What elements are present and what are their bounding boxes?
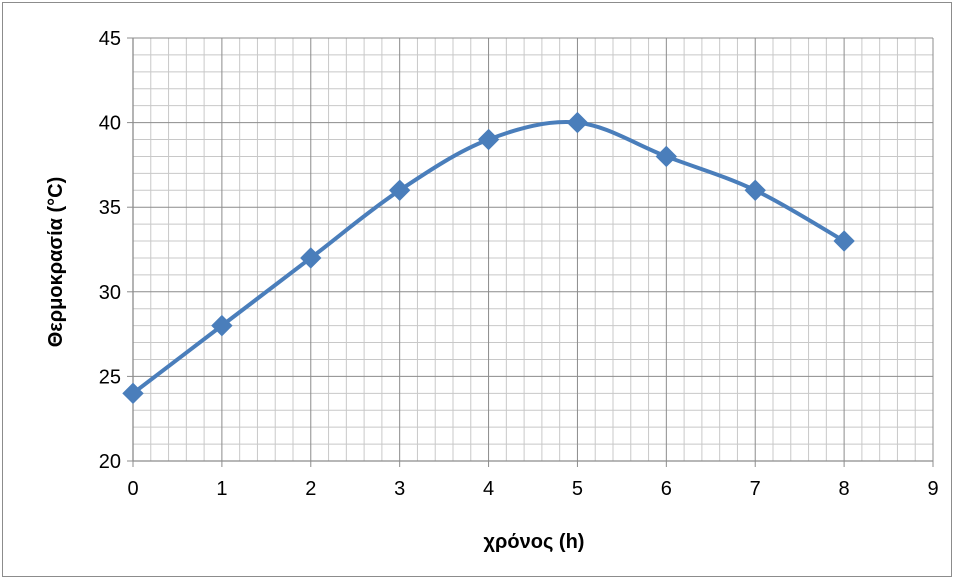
x-tick-label: 7 (750, 478, 761, 500)
y-tick-label: 20 (99, 451, 121, 473)
y-tick-label: 35 (99, 197, 121, 219)
x-tick-label: 9 (927, 478, 938, 500)
series-group (122, 111, 855, 405)
x-tick-label: 2 (305, 478, 316, 500)
y-tick-label: 40 (99, 113, 121, 135)
x-tick-label: 0 (127, 478, 138, 500)
data-point-marker (211, 314, 233, 337)
axes (127, 37, 934, 467)
data-point-marker (388, 179, 411, 201)
data-point-marker (833, 230, 855, 252)
y-tick-label: 30 (99, 282, 121, 304)
data-point-marker (744, 179, 766, 201)
minor-grid (133, 38, 933, 461)
data-point-marker (477, 128, 500, 151)
data-point-marker (300, 247, 322, 269)
data-point-marker (122, 382, 144, 405)
x-tick-label: 1 (216, 478, 227, 500)
x-axis-title: χρόνος (h) (484, 531, 585, 553)
y-tick-label: 25 (99, 366, 121, 388)
data-point-marker (655, 145, 678, 168)
x-tick-label: 3 (394, 478, 405, 500)
x-tick-label: 6 (661, 478, 672, 500)
x-tick-label: 8 (839, 478, 850, 500)
x-tick-label: 5 (572, 478, 583, 500)
y-axis-title: Θερμοκρασία (°C) (45, 177, 67, 348)
data-point-marker (566, 111, 589, 134)
x-tick-label: 4 (483, 478, 494, 500)
y-tick-label: 45 (99, 28, 121, 50)
major-grid (133, 37, 934, 461)
